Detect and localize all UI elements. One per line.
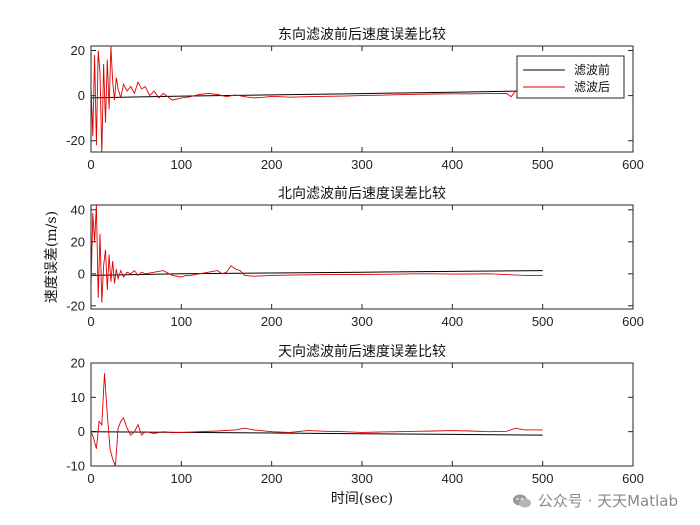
x-tick-label: 100 <box>170 157 192 172</box>
watermark-text: 公众号 · 天天Matlab <box>537 492 678 510</box>
series-line-before <box>91 270 543 276</box>
series-line-after <box>91 46 543 152</box>
x-tick-label: 0 <box>87 157 94 172</box>
y-tick-label: 20 <box>71 356 85 371</box>
y-tick-label: -20 <box>66 133 85 148</box>
watermark: 公众号 · 天天Matlab <box>512 490 678 511</box>
x-tick-label: 600 <box>622 314 644 329</box>
x-tick-label: 600 <box>622 157 644 172</box>
x-tick-label: 300 <box>351 314 373 329</box>
y-tick-label: 40 <box>71 202 85 217</box>
y-tick-label: -10 <box>66 459 85 474</box>
x-tick-label: 300 <box>351 471 373 486</box>
series-line-after <box>91 205 543 303</box>
wechat-icon <box>512 494 531 507</box>
x-tick-label: 200 <box>261 157 283 172</box>
x-tick-label: 200 <box>261 314 283 329</box>
series-group <box>91 373 543 466</box>
x-tick-label: 0 <box>87 314 94 329</box>
x-tick-label: 400 <box>441 471 463 486</box>
legend-box <box>516 55 625 99</box>
subplot-1: 0 100 200 300 400 500 600-20020东向滤波前后速度误差比较滤波前… <box>66 26 644 172</box>
plot-area <box>90 204 634 310</box>
x-tick-label: 500 <box>532 157 554 172</box>
series-group <box>91 205 543 303</box>
y-tick-label: -20 <box>66 298 85 313</box>
subplot-2: 0 100 200 300 400 500 600-2002040北向滤波前后速度误差比较速… <box>44 185 644 329</box>
x-tick-label: 300 <box>351 157 373 172</box>
x-tick-label: 200 <box>261 471 283 486</box>
subplot-title: 北向滤波前后速度误差比较 <box>278 185 446 202</box>
x-tick-label: 500 <box>532 314 554 329</box>
legend-label: 滤波后 <box>574 80 610 94</box>
y-tick-label: 20 <box>71 234 85 249</box>
legend-label: 滤波前 <box>574 62 610 77</box>
x-tick-label: 0 <box>87 471 94 486</box>
y-tick-label: 0 <box>78 88 85 103</box>
subplot-title: 东向滤波前后速度误差比较 <box>278 26 446 43</box>
x-tick-label: 100 <box>170 471 192 486</box>
x-tick-label: 600 <box>622 471 644 486</box>
y-axis-label: 速度误差(m/s) <box>44 211 60 303</box>
y-tick-label: 0 <box>78 424 85 439</box>
x-tick-label: 500 <box>532 471 554 486</box>
subplot-title: 天向滤波前后速度误差比较 <box>278 343 446 360</box>
x-tick-label: 400 <box>441 157 463 172</box>
series-line-after <box>91 373 543 466</box>
x-tick-label: 100 <box>170 314 192 329</box>
x-tick-label: 400 <box>441 314 463 329</box>
plot-area <box>90 362 634 467</box>
y-tick-label: 0 <box>78 266 85 281</box>
subplot-3: 0 100 200 300 400 500 600-1001020天向滤波前后速度误差比较时… <box>66 343 644 507</box>
y-tick-label: 20 <box>71 43 85 58</box>
x-axis-label: 时间(sec) <box>331 491 393 507</box>
y-tick-label: 10 <box>71 390 85 405</box>
